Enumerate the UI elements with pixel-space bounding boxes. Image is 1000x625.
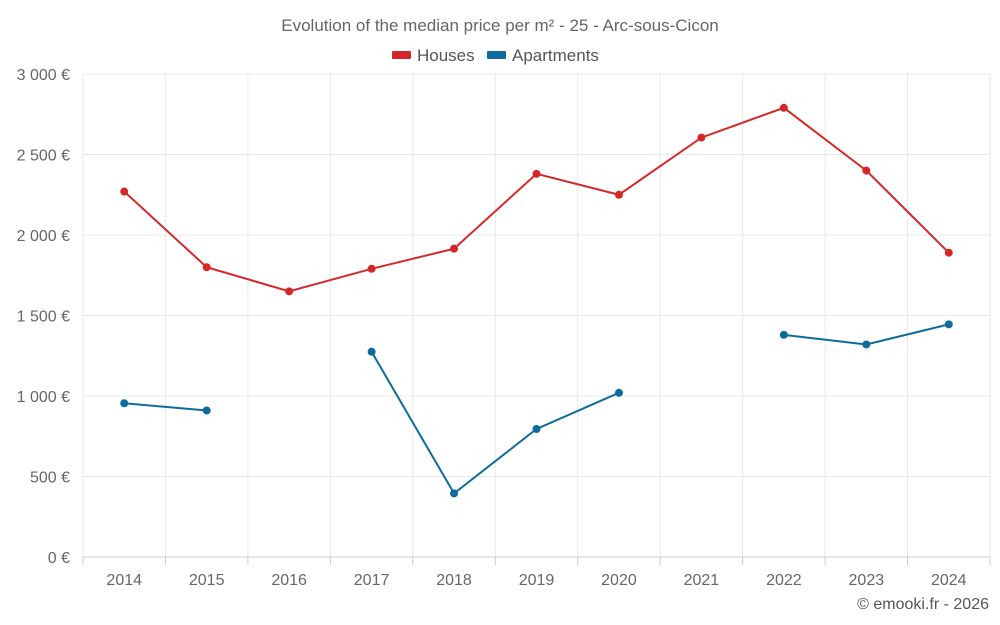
chart-title: Evolution of the median price per m² - 2… <box>281 16 718 35</box>
y-gridlines <box>83 73 990 477</box>
legend-swatch <box>392 51 411 59</box>
data-point[interactable] <box>532 425 541 434</box>
data-point[interactable] <box>202 406 211 415</box>
y-tick-label: 1 500 € <box>17 309 70 326</box>
data-point[interactable] <box>944 320 953 329</box>
y-tick-label: 500 € <box>30 470 70 487</box>
data-point[interactable] <box>697 133 706 142</box>
legend-label: Houses <box>417 46 475 65</box>
legend: Houses Apartments <box>392 46 599 65</box>
y-tick-label: 2 000 € <box>17 228 70 245</box>
data-point[interactable] <box>367 347 376 356</box>
legend-swatch <box>487 51 506 59</box>
credit-text: © emooki.fr - 2026 <box>857 596 989 613</box>
y-tick-label: 0 € <box>48 550 70 567</box>
x-tick-label: 2020 <box>601 572 637 589</box>
series-line <box>370 351 620 495</box>
x-tick-label: 2019 <box>519 572 555 589</box>
x-tick-label: 2018 <box>436 572 472 589</box>
series-group <box>120 103 953 498</box>
x-tick-label: 2021 <box>684 572 720 589</box>
x-tick-label: 2014 <box>106 572 142 589</box>
x-axis-ticks: 2014 2015 2016 2017 2018 2019 2020 2021 2022 2023… <box>106 572 966 589</box>
data-point[interactable] <box>614 190 623 199</box>
x-tick-label: 2022 <box>766 572 802 589</box>
data-point[interactable] <box>944 248 953 257</box>
series-houses <box>120 103 953 296</box>
data-point[interactable] <box>285 287 294 296</box>
data-point[interactable] <box>779 103 788 112</box>
data-point[interactable] <box>202 263 211 272</box>
x-tick-label: 2024 <box>931 572 967 589</box>
y-axis-ticks: 0 € 500 € 1 000 € 1 500 € 2 000 € 2 500 € 3 00… <box>17 67 70 567</box>
y-tick-label: 3 000 € <box>17 67 70 84</box>
series-apartments <box>120 320 953 498</box>
data-point[interactable] <box>862 340 871 349</box>
data-point[interactable] <box>862 166 871 175</box>
data-point[interactable] <box>779 330 788 339</box>
data-point[interactable] <box>450 489 459 498</box>
x-tick-label: 2016 <box>271 572 307 589</box>
y-tick-label: 1 000 € <box>17 389 70 406</box>
data-point[interactable] <box>120 187 129 196</box>
data-point[interactable] <box>120 399 129 408</box>
x-tick-label: 2015 <box>189 572 225 589</box>
legend-label: Apartments <box>512 46 599 65</box>
y-tick-label: 2 500 € <box>17 148 70 165</box>
x-tick-label: 2023 <box>849 572 885 589</box>
series-line <box>124 402 207 412</box>
legend-item-apartments[interactable]: Apartments <box>487 46 599 65</box>
legend-item-houses[interactable]: Houses <box>392 46 475 65</box>
data-point[interactable] <box>367 264 376 273</box>
x-gridlines <box>82 74 991 565</box>
x-tick-label: 2017 <box>354 572 390 589</box>
data-point[interactable] <box>614 388 623 397</box>
data-point[interactable] <box>532 169 541 178</box>
data-point[interactable] <box>450 244 459 253</box>
